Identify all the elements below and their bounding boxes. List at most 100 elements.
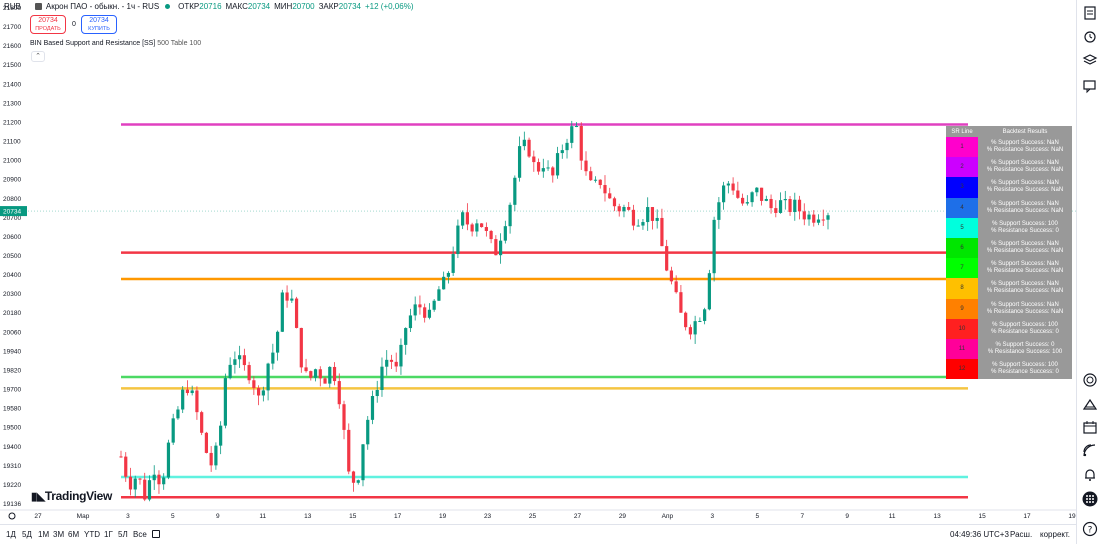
candle-body (204, 432, 209, 453)
settings-gear-icon[interactable] (8, 512, 16, 520)
target-icon[interactable] (1082, 372, 1098, 388)
candle-body (318, 369, 322, 379)
resistance-success: % Resistance Success: NaN (986, 147, 1064, 154)
collapse-legend-button[interactable]: ⌃ (31, 51, 45, 62)
candle-body (275, 331, 280, 353)
price-tick-label: 21000 (3, 158, 21, 165)
candle-body (152, 474, 156, 481)
timeframe-1d[interactable]: 1Д (6, 530, 16, 539)
signal-icon[interactable] (1082, 443, 1098, 459)
chevron-up-icon: ⌃ (35, 53, 41, 60)
indicator-legend[interactable]: BIN Based Support and Resistance [SS] 50… (30, 40, 201, 47)
price-tick-label: 20180 (3, 310, 21, 317)
candle-body (228, 364, 232, 379)
time-tick-label: 15 (978, 513, 986, 520)
candle-body (736, 190, 740, 198)
currency-label: RUB (4, 2, 21, 11)
candle-body (807, 214, 811, 220)
ideas-icon[interactable] (1082, 396, 1098, 412)
candle-body (475, 223, 479, 232)
candle-body (555, 153, 560, 176)
backtest-result-cell: % Support Success: NaN% Resistance Succe… (978, 157, 1072, 178)
candle-body (703, 309, 707, 321)
help-icon[interactable]: ? (1082, 521, 1098, 537)
price-chart[interactable]: 2180021700216002150021400213002120021100… (0, 0, 1076, 524)
time-tick-label: 11 (889, 513, 896, 520)
clock[interactable]: 04:49:36 UTC+3 (950, 530, 1009, 539)
resistance-success: % Resistance Success: 0 (991, 328, 1059, 335)
candle-body (812, 214, 816, 223)
candle-body (503, 226, 507, 241)
candle-body (764, 198, 768, 201)
symbol-title[interactable]: Акрон ПАО - обыкн. - 1ч - RUS (45, 2, 160, 11)
backtest-table: SR Line Backtest Results 1% Support Succ… (946, 126, 1072, 380)
chat-icon[interactable] (1082, 78, 1098, 94)
candle-body (774, 208, 778, 213)
timeframe-6m[interactable]: 6М (68, 530, 80, 539)
backtest-result-cell: % Support Success: NaN% Resistance Succe… (978, 278, 1072, 299)
alert-clock-icon[interactable] (1082, 28, 1098, 44)
candle-body (442, 276, 446, 290)
timeframe-5y[interactable]: 5Л (118, 530, 128, 539)
timeframe-1m[interactable]: 1М (38, 530, 50, 539)
spread-value: 0 (72, 21, 76, 28)
candle-body (617, 206, 621, 212)
candle-body (508, 204, 512, 227)
candle-body (826, 215, 830, 220)
timeframe-5d[interactable]: 5Д (22, 530, 32, 539)
timeframe-3m[interactable]: 3М (53, 530, 65, 539)
layers-icon[interactable] (1082, 52, 1098, 68)
time-tick-label: 17 (394, 513, 402, 520)
candle-body (660, 217, 664, 247)
candle-body (375, 389, 379, 397)
price-tick-label: 21400 (3, 81, 21, 88)
candle-body (522, 139, 526, 147)
sr-line-number: 6 (946, 237, 978, 259)
candle-body (593, 179, 598, 181)
candle-body (646, 207, 650, 223)
candle-body (418, 304, 422, 308)
candle-body (361, 444, 365, 481)
candle-body (570, 126, 574, 143)
tradingview-logo[interactable]: ▮◣TradingView (31, 489, 112, 503)
sr-line-number: 1 (946, 137, 978, 158)
candle-body (252, 380, 256, 389)
candle-body (612, 198, 617, 207)
candle-body (655, 217, 659, 221)
timeframe-ytd[interactable]: YTD (84, 530, 100, 539)
candle-body (726, 183, 730, 186)
time-tick-label: 19 (1068, 513, 1076, 520)
candle-body (627, 206, 631, 210)
date-range-icon[interactable] (152, 530, 160, 538)
price-tick-label: 19310 (3, 463, 21, 470)
watchlist-icon[interactable] (1082, 5, 1098, 21)
price-tick-label: 19400 (3, 444, 21, 451)
candle-body (707, 273, 711, 310)
indicator-params: 500 Table 100 (157, 40, 202, 47)
candle-body (195, 390, 199, 413)
candle-body (389, 359, 394, 362)
extended-hours-toggle[interactable]: Расш. (1010, 530, 1033, 539)
candle-body (280, 292, 284, 332)
timeframe-all[interactable]: Все (133, 530, 147, 539)
candle-body (166, 442, 171, 478)
sell-button[interactable]: 20734 ПРОДАТЬ (30, 15, 66, 34)
calendar-icon[interactable] (1082, 419, 1098, 435)
notifications-icon[interactable] (1082, 467, 1098, 483)
current-price-badge (0, 206, 27, 217)
time-tick-label: 27 (34, 513, 42, 520)
buy-button[interactable]: 20734 КУПИТЬ (81, 15, 117, 34)
price-tick-label: 19220 (3, 482, 21, 489)
adjustment-toggle[interactable]: коррект. (1040, 530, 1070, 539)
resistance-success: % Resistance Success: NaN (986, 187, 1064, 194)
apps-grid-icon[interactable] (1082, 491, 1098, 507)
candle-body (299, 327, 303, 368)
support-success: % Support Success: NaN (991, 261, 1059, 268)
candle-body (157, 474, 161, 485)
candle-body (451, 254, 455, 273)
low-value: 20700 (292, 2, 315, 11)
candle-body (285, 292, 289, 301)
candle-body (323, 378, 327, 384)
candle-body (665, 246, 669, 271)
timeframe-1y[interactable]: 1Г (104, 530, 113, 539)
